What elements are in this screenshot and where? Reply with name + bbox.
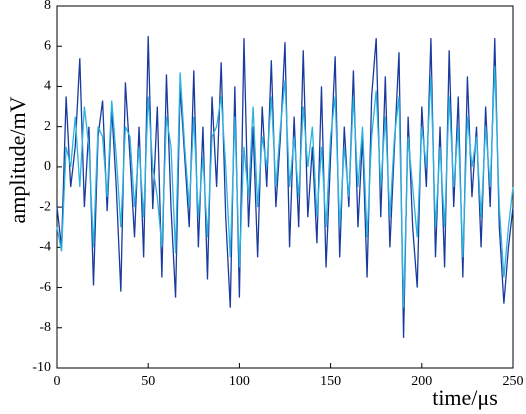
x-axis-label: time/μs: [432, 385, 498, 410]
data-line: [56, 36, 514, 338]
y-tick-label: -4: [39, 240, 51, 255]
y-tick-label: -6: [39, 280, 51, 295]
y-tick-label: -8: [39, 320, 51, 335]
x-tick-label: 0: [54, 374, 61, 389]
y-tick-label: 8: [44, 0, 51, 13]
y-tick-label: 2: [44, 119, 51, 134]
y-axis-label: amplitude/mV: [5, 96, 30, 223]
y-tick-label: 6: [44, 38, 51, 53]
y-tick-label: -2: [39, 199, 51, 214]
x-tick-label: 50: [141, 374, 155, 389]
x-tick-label: 100: [229, 374, 250, 389]
y-tick-label: 4: [44, 79, 51, 94]
x-tick-label: 200: [411, 374, 432, 389]
data-line: [56, 66, 514, 308]
x-tick-label: 150: [320, 374, 341, 389]
y-tick-label: -10: [32, 360, 51, 375]
x-tick-label: 250: [503, 374, 524, 389]
y-tick-label: 0: [44, 159, 51, 174]
